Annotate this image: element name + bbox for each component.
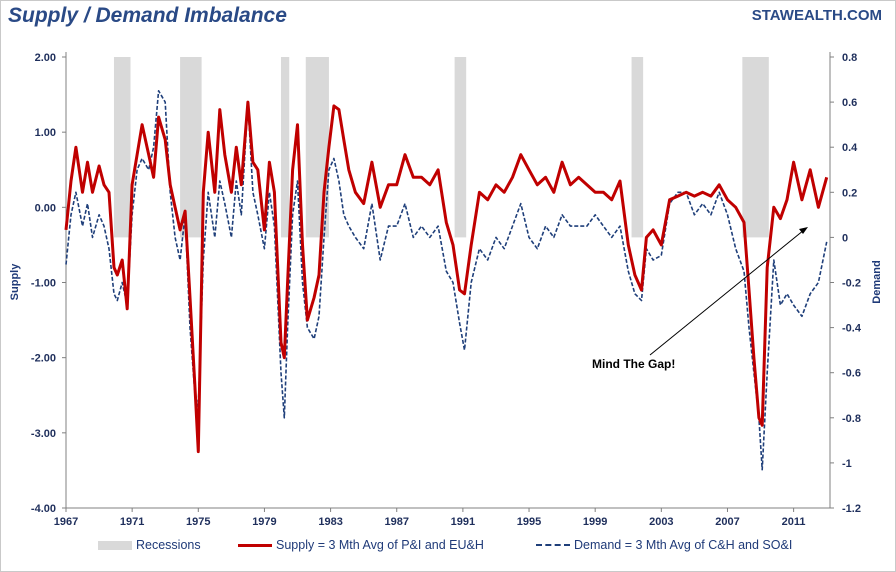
x-tick-label: 1971: [120, 516, 144, 528]
supply-line: [64, 100, 829, 454]
right-axis-title: Demand: [871, 260, 883, 303]
left-y-tick-labels: 2.00 1.00 0.00 -1.00 -2.00 -3.00 -4.00: [31, 52, 66, 515]
x-tick-label: 1979: [252, 516, 276, 528]
recession-band-1: [180, 57, 202, 238]
left-tick-label: -2.00: [31, 353, 56, 365]
right-tick-label: 0: [842, 232, 848, 244]
x-tick-label: 1995: [517, 516, 541, 528]
x-tick-label: 2011: [782, 516, 806, 528]
left-tick-label: -3.00: [31, 428, 56, 440]
x-tick-label: 2007: [715, 516, 739, 528]
recession-band-4: [454, 57, 467, 238]
legend-swatch-supply: [238, 543, 272, 547]
legend-swatch-demand: [536, 544, 570, 546]
right-tick-label: 0.2: [842, 187, 857, 199]
x-tick-label: 1987: [384, 516, 408, 528]
brand-watermark: STAWEALTH.COM: [751, 7, 882, 24]
recession-band-6: [742, 57, 769, 238]
x-tick-label: 1991: [451, 516, 475, 528]
legend-label-supply: Supply = 3 Mth Avg of P&I and EU&H: [276, 538, 484, 552]
annotation-text: Mind The Gap!: [592, 357, 675, 371]
right-tick-label: 0.8: [842, 52, 857, 64]
legend-label-recessions: Recessions: [136, 538, 201, 552]
x-tick-labels: 1967 1971 1975 1979 1983 1987 1991 1995 1999 2003…: [54, 508, 806, 528]
annotation-arrow: [649, 229, 805, 356]
right-tick-label: -0.4: [842, 323, 862, 335]
right-tick-label: 0.4: [842, 142, 858, 154]
left-tick-label: -1.00: [31, 278, 56, 290]
legend-swatch-recessions: [98, 540, 132, 550]
x-tick-label: 1967: [54, 516, 78, 528]
recession-band-5: [631, 57, 644, 238]
left-axis-title: Supply: [9, 263, 21, 301]
recession-bands: [113, 57, 769, 238]
legend-item-recessions: Recessions: [98, 538, 201, 552]
legend-label-demand: Demand = 3 Mth Avg of C&H and SO&I: [574, 538, 793, 552]
right-tick-label: 0.6: [842, 97, 857, 109]
recession-band-2: [280, 57, 290, 238]
x-tick-label: 1983: [318, 516, 342, 528]
right-tick-label: -1: [842, 458, 852, 470]
x-tick-label: 1999: [583, 516, 607, 528]
left-tick-label: -4.00: [31, 503, 56, 515]
x-tick-label: 1975: [186, 516, 210, 528]
legend: Recessions Supply = 3 Mth Avg of P&I and…: [0, 538, 896, 558]
left-tick-label: 0.00: [35, 202, 56, 214]
chart-title: Supply / Demand Imbalance: [8, 4, 287, 27]
legend-item-demand: Demand = 3 Mth Avg of C&H and SO&I: [536, 538, 792, 552]
recession-band-0: [113, 57, 131, 238]
left-tick-label: 2.00: [35, 52, 56, 64]
right-tick-label: -0.8: [842, 413, 861, 425]
legend-item-supply: Supply = 3 Mth Avg of P&I and EU&H: [238, 538, 484, 552]
annotation-arrowhead: [799, 227, 808, 234]
right-tick-label: -0.2: [842, 278, 861, 290]
x-tick-label: 2003: [649, 516, 673, 528]
left-tick-label: 1.00: [35, 127, 56, 139]
right-tick-label: -0.6: [842, 368, 861, 380]
series-lines: [64, 90, 829, 471]
right-tick-label: -1.2: [842, 503, 861, 515]
right-y-tick-labels: 0.8 0.6 0.4 0.2 0 -0.2 -0.4 -0.6 -0.8 -1 -1.2: [830, 52, 862, 515]
